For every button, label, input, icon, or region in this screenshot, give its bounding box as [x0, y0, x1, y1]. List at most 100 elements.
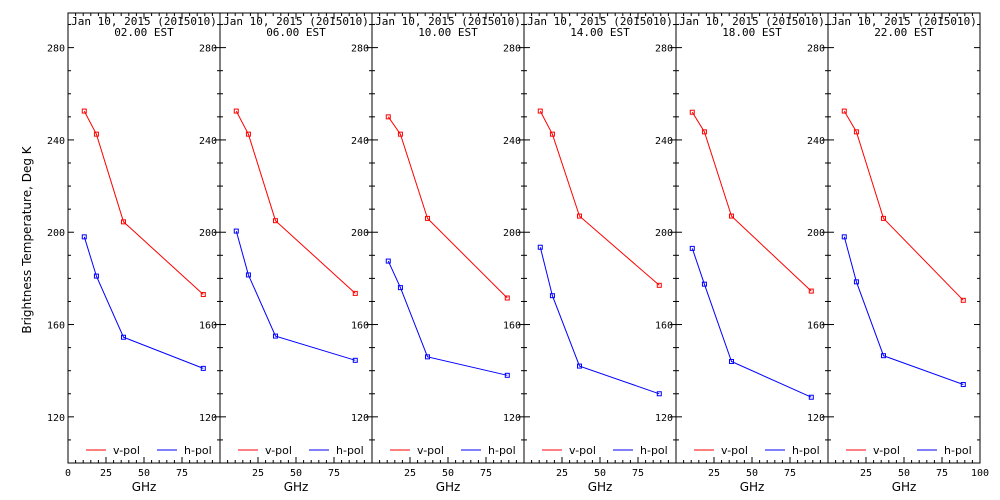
panel-3: Jan 10, 2015 (2015010)10.00 EST 120 160 200… [351, 12, 525, 494]
y-tick-label: 120 [503, 413, 521, 424]
data-point [93, 131, 99, 137]
panel-2: Jan 10, 2015 (2015010)06.00 EST 120 160 200… [199, 12, 373, 494]
y-tick-label: 280 [655, 44, 673, 55]
panel-subtitle: 22.00 EST [874, 26, 934, 39]
series-line [235, 110, 356, 294]
panel-subtitle: 02.00 EST [114, 26, 174, 39]
series-h-pol: h-pol [81, 234, 212, 457]
data-point [841, 108, 847, 114]
x-tick-label: 50 [138, 468, 150, 479]
y-tick-label: 200 [351, 228, 369, 239]
series-h-pol: h-pol [233, 228, 364, 457]
data-point [81, 108, 87, 114]
data-point [728, 213, 734, 219]
y-tick-label: 200 [503, 228, 521, 239]
x-tick-label: 75 [328, 468, 340, 479]
y-tick-label: 200 [47, 228, 65, 239]
panel-5: Jan 10, 2015 (2015010)18.00 EST 120 160 200… [655, 12, 829, 494]
x-tick-label: 50 [290, 468, 302, 479]
x-axis-label: GHz [284, 480, 309, 494]
series-v-pol: v-pol [537, 108, 662, 457]
panel-6: Jan 10, 2015 (2015010)22.00 EST 120 160 200… [807, 12, 989, 494]
x-tick-label: 75 [784, 468, 796, 479]
legend-label: h-pol [184, 444, 212, 457]
legend-label: h-pol [944, 444, 972, 457]
legend-label: v-pol [265, 444, 292, 457]
y-tick-label: 200 [199, 228, 217, 239]
x-tick-label: 50 [746, 468, 758, 479]
series-line [691, 248, 812, 398]
series-h-pol: h-pol [537, 244, 668, 457]
series-line [387, 260, 508, 376]
x-axis-label: GHz [132, 480, 157, 494]
legend-label: v-pol [721, 444, 748, 457]
legend-label: v-pol [417, 444, 444, 457]
series-line [387, 116, 508, 299]
legend-label: v-pol [873, 444, 900, 457]
series-line [539, 110, 660, 286]
data-point [272, 218, 278, 224]
panel-title: Jan 10, 2015 (2015010) [679, 15, 825, 28]
x-axis-label: GHz [588, 480, 613, 494]
data-point [504, 295, 510, 301]
y-axis-label: Brightness Temperature, Deg K [20, 145, 34, 333]
data-point [960, 382, 966, 388]
data-point [397, 131, 403, 137]
y-tick-label: 120 [807, 413, 825, 424]
series-line [83, 110, 204, 295]
panel-frame [371, 12, 525, 464]
series-line [83, 236, 204, 369]
x-tick-label: 50 [594, 468, 606, 479]
y-tick-label: 120 [199, 413, 217, 424]
x-tick-label: 75 [936, 468, 948, 479]
panel-title: Jan 10, 2015 (2015010) [223, 15, 369, 28]
y-tick-label: 240 [503, 136, 521, 147]
data-point [880, 215, 886, 221]
panel-frame [827, 12, 981, 464]
data-point [728, 358, 734, 364]
y-tick-label: 240 [655, 136, 673, 147]
y-tick-label: 120 [655, 413, 673, 424]
y-tick-label: 160 [351, 321, 369, 332]
data-point [841, 234, 847, 240]
series-v-pol: v-pol [385, 114, 510, 457]
x-tick-label: 25 [252, 468, 264, 479]
y-tick-label: 120 [47, 413, 65, 424]
x-tick-label: 75 [632, 468, 644, 479]
y-tick-label: 160 [503, 321, 521, 332]
data-point [656, 391, 662, 397]
y-tick-label: 240 [199, 136, 217, 147]
series-line [691, 111, 812, 292]
data-point [656, 282, 662, 288]
data-point [853, 129, 859, 135]
panel-subtitle: 10.00 EST [418, 26, 478, 39]
y-tick-label: 240 [47, 136, 65, 147]
y-tick-label: 240 [807, 136, 825, 147]
data-point [880, 353, 886, 359]
y-tick-label: 200 [655, 228, 673, 239]
x-tick-label: 50 [442, 468, 454, 479]
data-point [504, 372, 510, 378]
data-point [853, 279, 859, 285]
data-point [808, 394, 814, 400]
data-point [576, 213, 582, 219]
data-point [200, 365, 206, 371]
data-point [81, 234, 87, 240]
data-point [537, 108, 543, 114]
data-point [385, 258, 391, 264]
data-point [245, 272, 251, 278]
panel-subtitle: 14.00 EST [570, 26, 630, 39]
y-tick-label: 120 [351, 413, 369, 424]
x-tick-label: 100 [971, 468, 989, 479]
series-h-pol: h-pol [689, 245, 820, 457]
data-point [960, 297, 966, 303]
series-line [843, 110, 964, 301]
x-tick-label: 25 [860, 468, 872, 479]
x-axis-label: GHz [436, 480, 461, 494]
series-line [539, 247, 660, 395]
series-line [235, 230, 356, 361]
series-v-pol: v-pol [233, 108, 358, 457]
x-tick-label: 25 [708, 468, 720, 479]
panel-4: Jan 10, 2015 (2015010)14.00 EST 120 160 200… [503, 12, 677, 494]
